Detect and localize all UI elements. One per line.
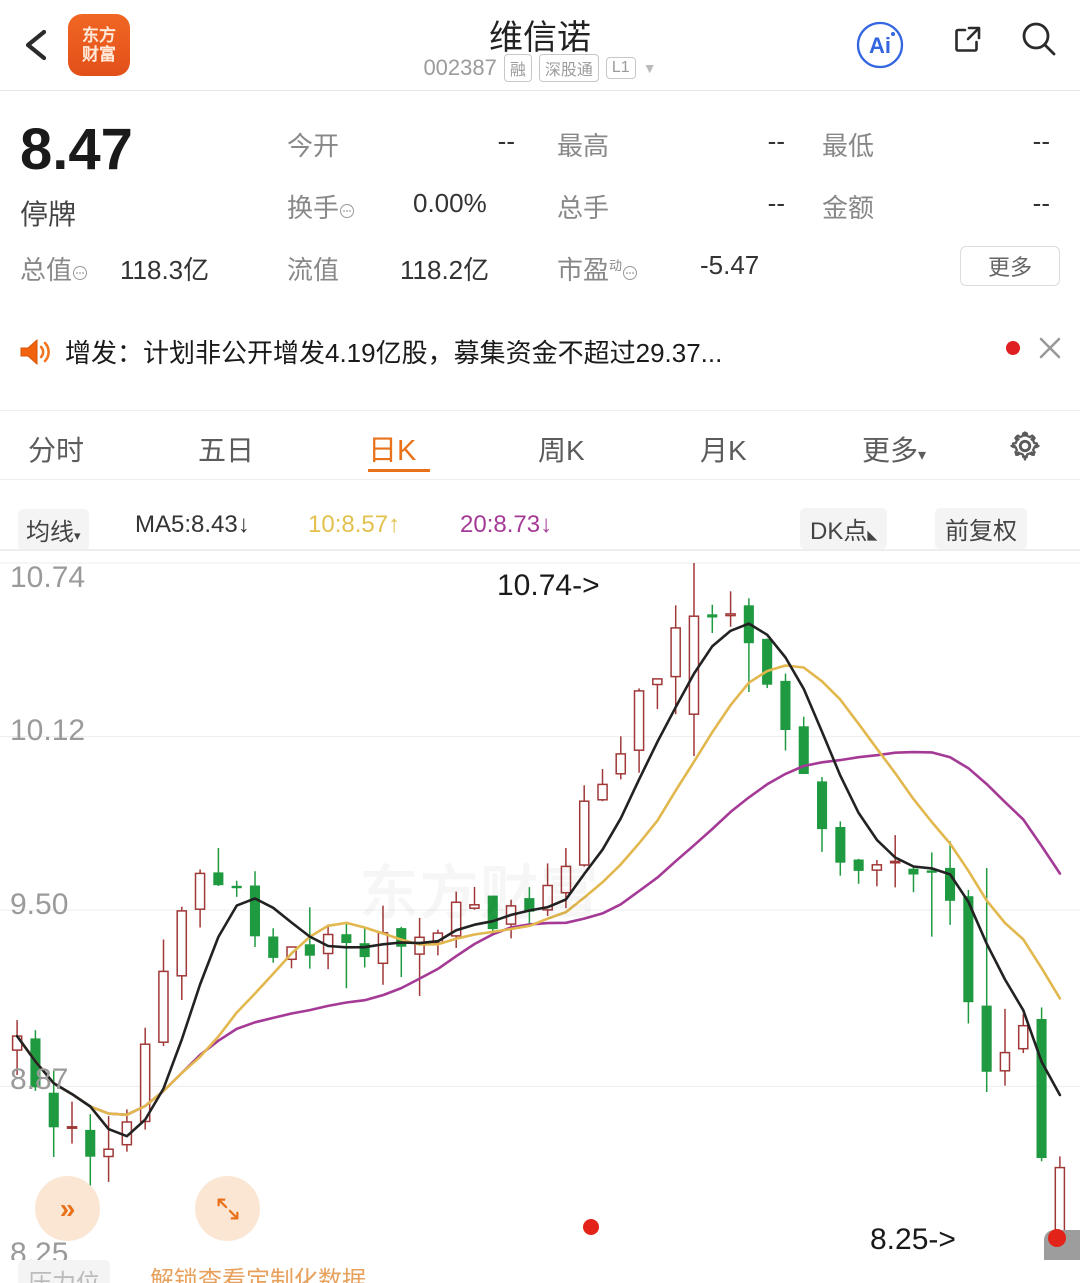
svg-text:Ai: Ai: [869, 33, 891, 58]
